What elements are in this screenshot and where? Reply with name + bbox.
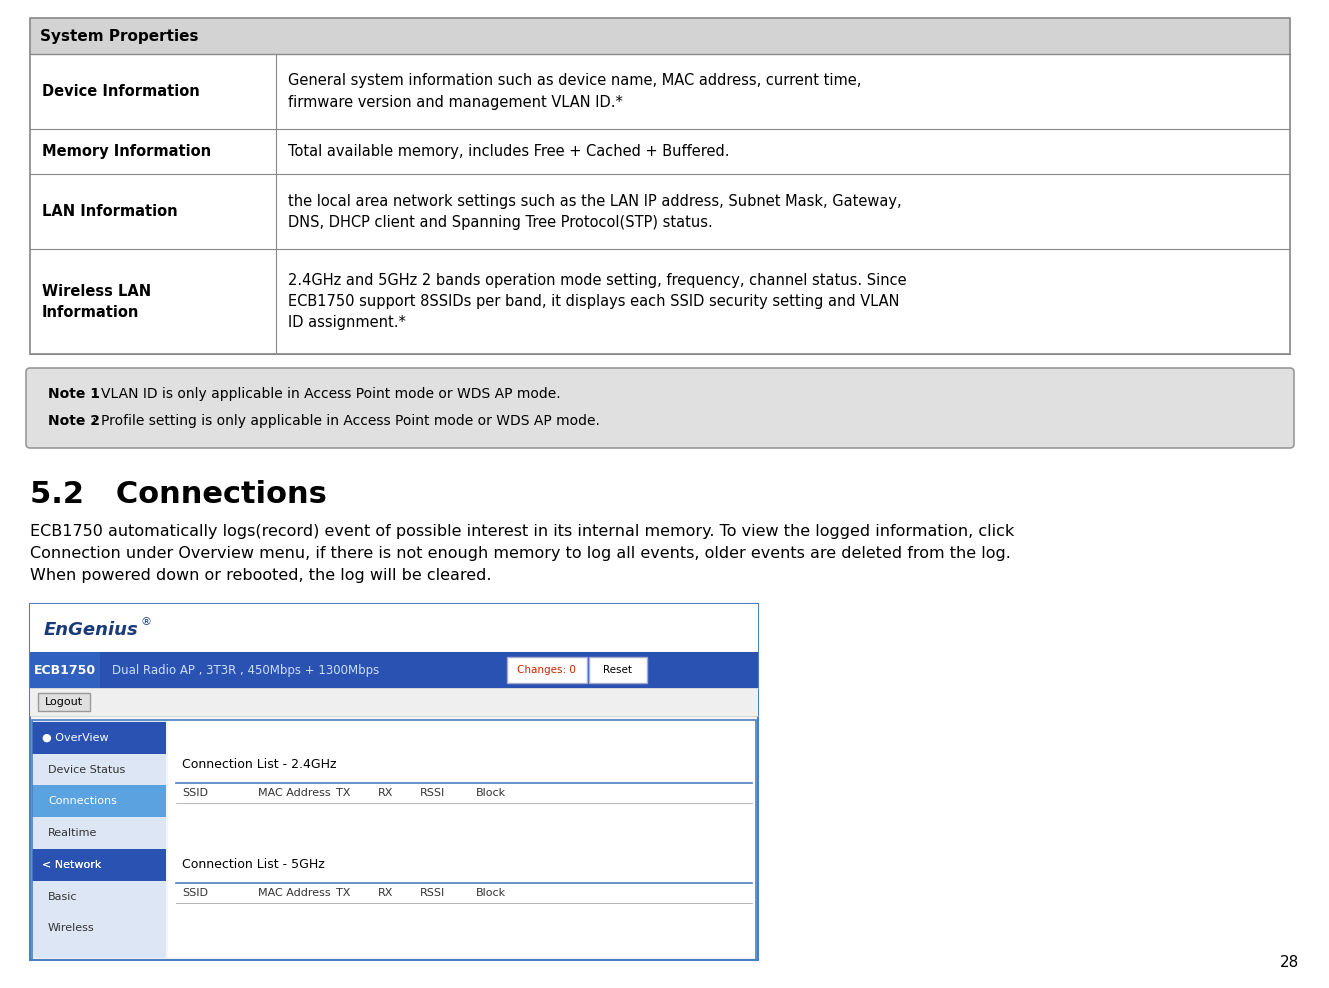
Text: General system information such as device name, MAC address, current time,
firmw: General system information such as devic… [287,73,861,110]
Text: Device Information: Device Information [43,84,199,99]
Bar [32,785,166,817]
Text: Logout: Logout [45,697,82,707]
Text: SSID: SSID [182,887,209,898]
Text: < Network: < Network [43,860,101,869]
Text: Reset: Reset [603,665,633,675]
Text: 28: 28 [1280,955,1298,970]
Text: Total available memory, includes Free + Cached + Buffered.: Total available memory, includes Free + … [287,144,730,159]
Text: : VLAN ID is only applicable in Access Point mode or WDS AP mode.: : VLAN ID is only applicable in Access P… [92,386,561,400]
Text: Wireless: Wireless [48,923,94,934]
Bar [32,849,166,880]
Bar [31,604,758,652]
Text: Realtime: Realtime [48,828,97,838]
Text: Note 2: Note 2 [48,414,100,428]
Bar [31,652,100,688]
Bar [31,688,758,716]
Text: Changes: 0: Changes: 0 [517,665,577,675]
Text: ECB1750: ECB1750 [35,664,96,677]
Text: Connections: Connections [48,796,117,806]
Bar [32,722,166,754]
Bar [31,652,758,688]
Text: 5.2   Connections: 5.2 Connections [31,480,327,509]
Bar [39,693,90,711]
Text: the local area network settings such as the LAN IP address, Subnet Mask, Gateway: the local area network settings such as … [287,194,901,229]
Bar [506,657,587,683]
Text: < Network: < Network [43,860,101,869]
Text: RSSI: RSSI [420,887,445,898]
FancyBboxPatch shape [27,368,1294,448]
Text: System Properties: System Properties [40,29,198,43]
Bar [32,849,166,880]
Text: EnGenius: EnGenius [44,621,138,639]
Text: TX: TX [336,787,351,797]
Bar [589,657,647,683]
Text: ECB1750 automatically logs(record) event of possible interest in its internal me: ECB1750 automatically logs(record) event… [31,524,1014,539]
Bar [31,18,1290,54]
Text: Connection List - 5GHz: Connection List - 5GHz [182,859,324,871]
Text: TX: TX [336,887,351,898]
Bar [167,720,756,958]
Text: Connection List - 2.4GHz: Connection List - 2.4GHz [182,759,336,772]
Text: RSSI: RSSI [420,787,445,797]
Text: Device Status: Device Status [48,765,125,775]
Text: SSID: SSID [182,787,209,797]
Text: Basic: Basic [48,891,77,901]
Text: : Profile setting is only applicable in Access Point mode or WDS AP mode.: : Profile setting is only applicable in … [92,414,599,428]
Text: Note 1: Note 1 [48,386,100,400]
Text: LAN Information: LAN Information [43,204,178,219]
Text: RX: RX [377,787,393,797]
Bar [32,720,166,958]
Text: Dual Radio AP , 3T3R , 450Mbps + 1300Mbps: Dual Radio AP , 3T3R , 450Mbps + 1300Mbp… [112,664,379,677]
Text: Memory Information: Memory Information [43,144,211,159]
Text: Wireless LAN
Information: Wireless LAN Information [43,284,152,319]
Text: Connection under Overview menu, if there is not enough memory to log all events,: Connection under Overview menu, if there… [31,546,1011,561]
Text: RX: RX [377,887,393,898]
Bar [31,18,1290,354]
Text: 2.4GHz and 5GHz 2 bands operation mode setting, frequency, channel status. Since: 2.4GHz and 5GHz 2 bands operation mode s… [287,273,906,330]
Text: Block: Block [476,787,506,797]
Text: ®: ® [140,617,152,627]
Text: When powered down or rebooted, the log will be cleared.: When powered down or rebooted, the log w… [31,568,492,583]
Text: Block: Block [476,887,506,898]
Text: ● OverView: ● OverView [43,733,109,743]
Text: MAC Address: MAC Address [258,887,331,898]
Text: MAC Address: MAC Address [258,787,331,797]
Bar [31,604,758,960]
